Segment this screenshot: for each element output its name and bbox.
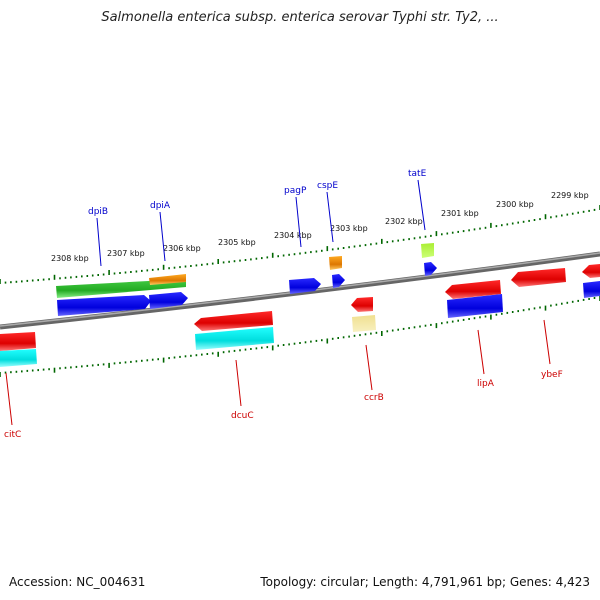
gene-feature-red-edge[interactable] bbox=[582, 264, 600, 278]
gene-label-pagP[interactable]: pagP bbox=[284, 186, 307, 196]
gene-feature-dpiB[interactable] bbox=[57, 295, 151, 316]
gene-feature-lipA[interactable] bbox=[445, 280, 501, 299]
scale-label: 2303 kbp bbox=[330, 224, 368, 233]
inner-scale-ruler bbox=[0, 296, 600, 377]
scale-label: 2299 kbp bbox=[551, 191, 589, 200]
gene-label-dpiB[interactable]: dpiB bbox=[88, 207, 108, 217]
forward-strand-features bbox=[56, 243, 600, 318]
gene-feature-dcuC[interactable] bbox=[194, 311, 273, 331]
gene-feature-citC[interactable] bbox=[0, 332, 36, 351]
scale-label: 2302 kbp bbox=[385, 217, 423, 226]
gene-feature-dcuC-cyan[interactable] bbox=[195, 327, 274, 350]
gene-feature-ccrB-khaki[interactable] bbox=[352, 315, 376, 332]
scale-label: 2300 kbp bbox=[496, 200, 534, 209]
gene-labels-top: dpiB dpiA pagP cspE tatE bbox=[88, 169, 427, 217]
gene-label-cspE[interactable]: cspE bbox=[317, 181, 338, 191]
scale-label: 2304 kbp bbox=[274, 231, 312, 240]
gene-label-ccrB[interactable]: ccrB bbox=[364, 393, 384, 403]
gene-feature-tatE-lime[interactable] bbox=[421, 243, 434, 258]
scale-label: 2308 kbp bbox=[51, 254, 89, 263]
scale-labels: 2308 kbp 2307 kbp 2306 kbp 2305 kbp 2304… bbox=[51, 191, 589, 263]
gene-label-citC[interactable]: citC bbox=[4, 430, 21, 440]
gene-feature-orange[interactable] bbox=[149, 274, 186, 285]
scale-label: 2306 kbp bbox=[163, 244, 201, 253]
gene-label-dcuC[interactable]: dcuC bbox=[231, 411, 254, 421]
gene-feature-dpiA[interactable] bbox=[149, 292, 188, 309]
gene-feature-pagP[interactable] bbox=[289, 278, 321, 294]
gene-label-tatE[interactable]: tatE bbox=[408, 169, 427, 179]
gene-labels-bottom: citC dcuC ccrB lipA ybeF bbox=[4, 370, 563, 440]
gene-feature-ccrB[interactable] bbox=[351, 297, 373, 312]
gene-feature-tatE[interactable] bbox=[424, 262, 437, 276]
gene-label-lipA[interactable]: lipA bbox=[477, 379, 495, 389]
gene-feature-citC-cyan[interactable] bbox=[0, 349, 37, 367]
gene-feature-blue-lipA[interactable] bbox=[447, 294, 503, 318]
outer-scale-ruler bbox=[0, 205, 600, 284]
reverse-strand-features bbox=[0, 264, 600, 367]
scale-label: 2307 kbp bbox=[107, 249, 145, 258]
label-connectors bbox=[5, 179, 551, 426]
gene-feature-blue-edge[interactable] bbox=[583, 281, 600, 298]
gene-label-dpiA[interactable]: dpiA bbox=[150, 201, 171, 211]
scale-label: 2305 kbp bbox=[218, 238, 256, 247]
accession-label: Accession: NC_004631 bbox=[9, 575, 146, 589]
map-title: Salmonella enterica subsp. enterica sero… bbox=[101, 10, 499, 25]
gene-label-ybeF[interactable]: ybeF bbox=[541, 370, 563, 380]
gene-feature-cspE-orange[interactable] bbox=[329, 256, 342, 270]
scale-label: 2301 kbp bbox=[441, 209, 479, 218]
gene-feature-ybeF[interactable] bbox=[511, 268, 566, 287]
topology-label: Topology: circular; Length: 4,791,961 bp… bbox=[260, 575, 590, 589]
gene-feature-cspE[interactable] bbox=[332, 274, 345, 288]
